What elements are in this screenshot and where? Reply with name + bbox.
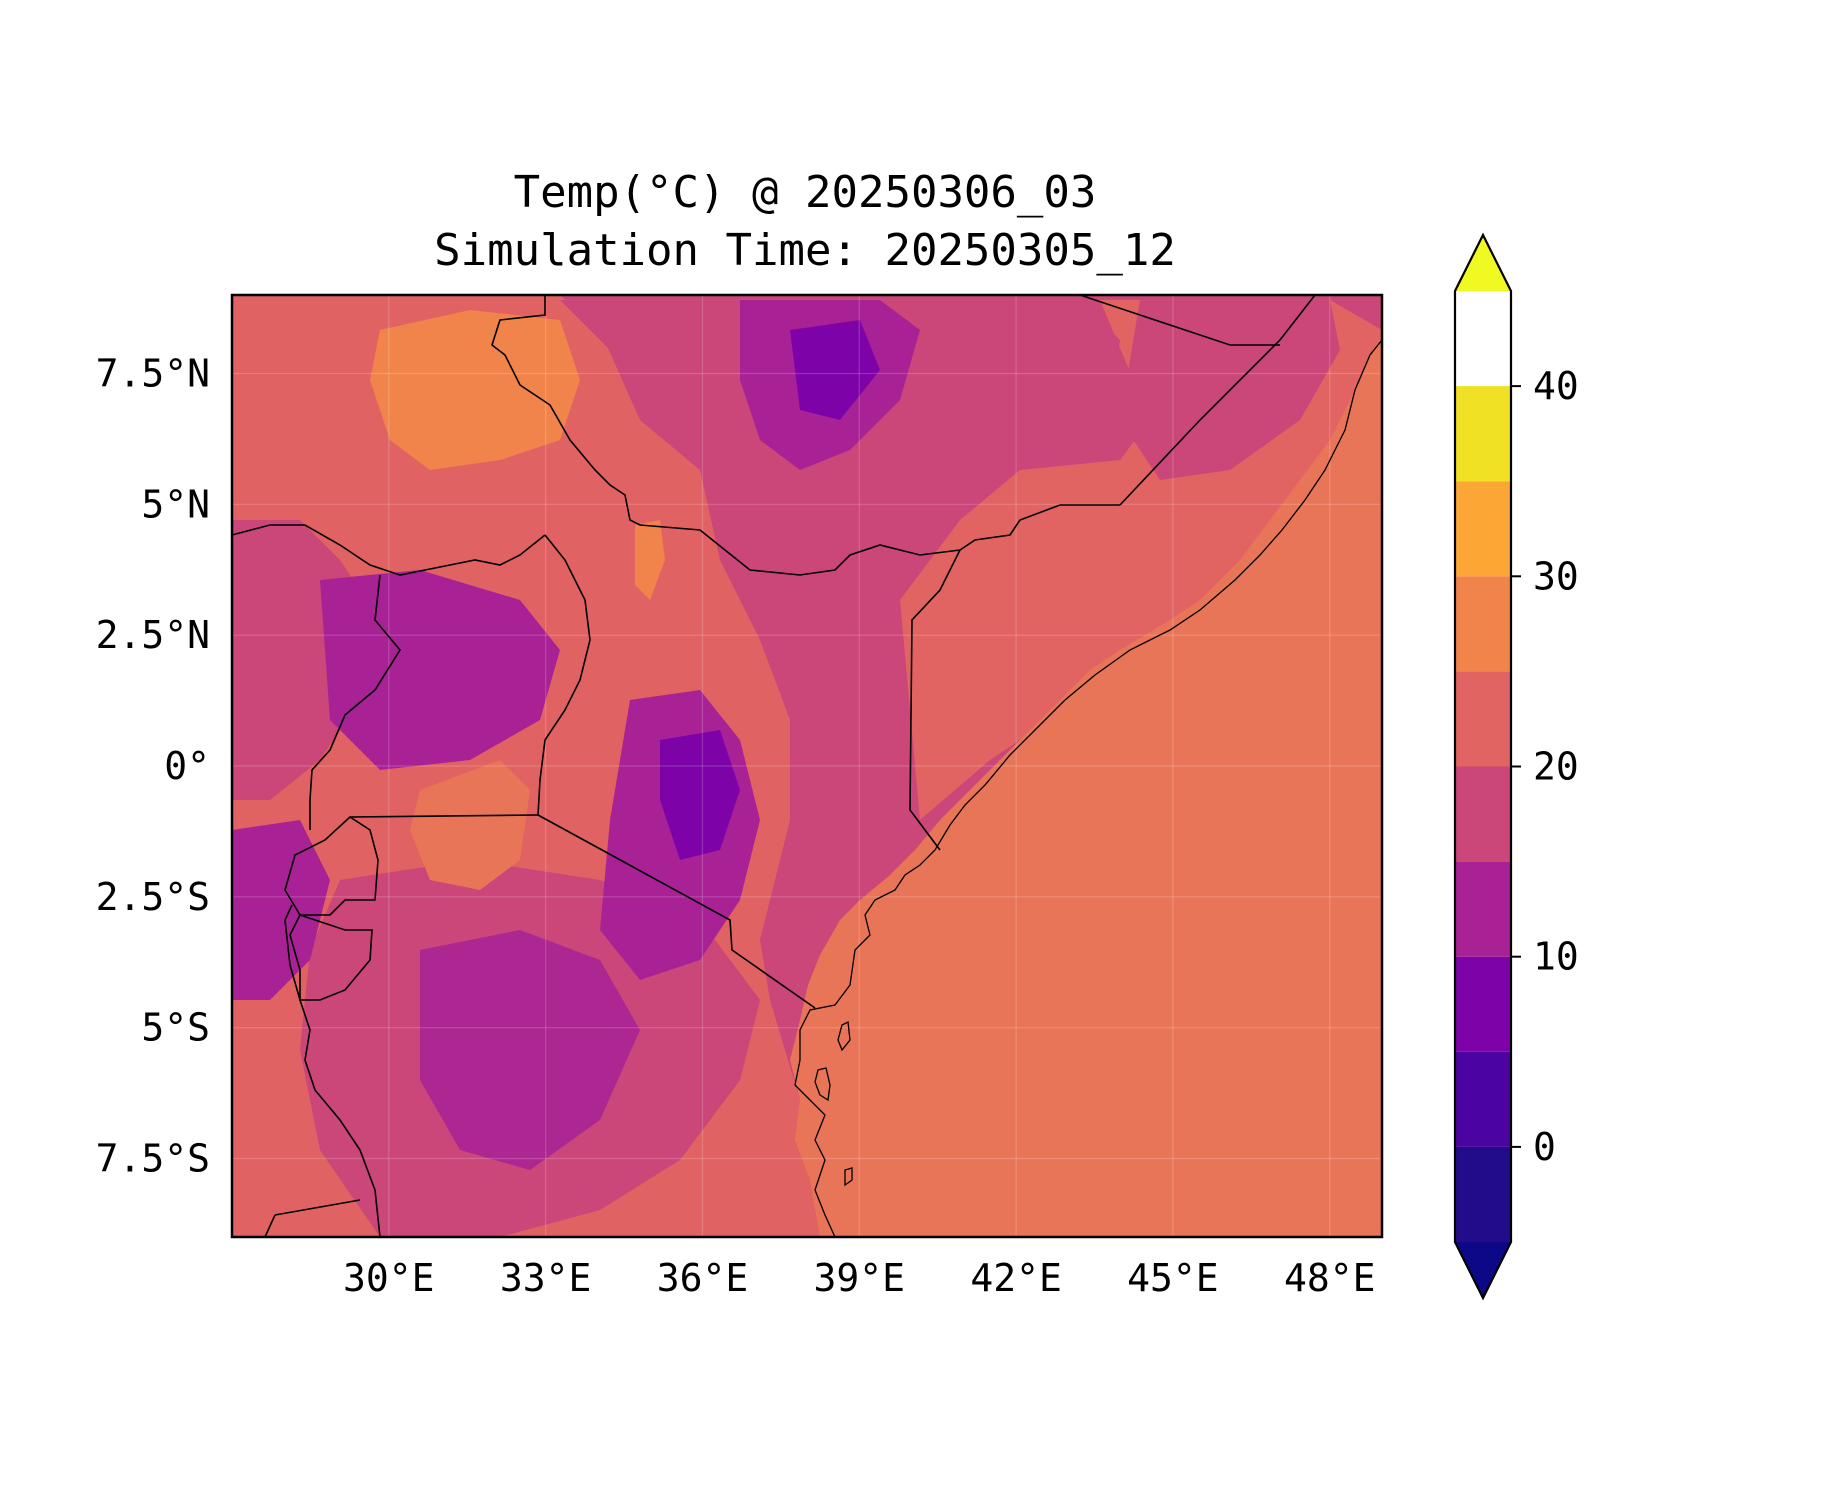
- cool-zone-west-b: [232, 820, 330, 1000]
- lat-tick-label: 5°S: [141, 1006, 210, 1050]
- lon-tick-label: 36°E: [657, 1256, 749, 1300]
- colorbar-tick-label: 30: [1533, 554, 1579, 598]
- lon-tick-label: 42°E: [970, 1256, 1062, 1300]
- hot-zone-lake-victoria: [410, 760, 530, 890]
- colorbar-over-arrow: [1455, 235, 1511, 291]
- border-rwanda: [284, 815, 379, 916]
- hot-zone-south-sudan: [370, 310, 580, 470]
- lon-tick-label: 30°E: [343, 1256, 435, 1300]
- colorbar: 0 10 20 30 40: [1453, 232, 1579, 1301]
- island-zanzibar: [814, 1067, 831, 1102]
- indian-ocean: [790, 340, 1382, 1237]
- border-kenya-somalia: [909, 549, 961, 851]
- border-ethiopia-somalia-north: [1079, 295, 1280, 346]
- cold-zone-kenya-high: [660, 730, 740, 860]
- lon-tick-label: 33°E: [500, 1256, 592, 1300]
- lat-tick-label: 2.5°N: [96, 613, 210, 657]
- colorbar-segment: [1455, 671, 1511, 767]
- map-frame: [230, 293, 1384, 1239]
- colorbar-segment: [1455, 861, 1511, 957]
- lat-tick-label: 2.5°S: [96, 875, 210, 919]
- border-uganda-drc: [309, 574, 401, 830]
- border-zambia-west: [264, 1214, 276, 1237]
- title-line-2: Simulation Time: 20250305_12: [434, 225, 1176, 276]
- colorbar-tick-label: 0: [1533, 1125, 1556, 1169]
- map-title: Temp(°C) @ 20250306_03 Simulation Time: …: [230, 164, 1380, 280]
- colorbar-under-arrow: [1455, 1242, 1511, 1298]
- colorbar-segment: [1455, 1146, 1511, 1242]
- colorbar-segment: [1455, 386, 1511, 482]
- longitude-axis: 30°E 33°E 36°E 39°E 42°E 45°E 48°E: [343, 1256, 1375, 1300]
- island-mafia: [844, 1167, 853, 1187]
- title-line-1: Temp(°C) @ 20250306_03: [513, 167, 1097, 218]
- lon-tick-label: 39°E: [814, 1256, 906, 1300]
- cool-zone-uganda: [320, 570, 560, 770]
- border-uganda-kenya: [537, 534, 591, 816]
- colorbar-segment: [1455, 1051, 1511, 1147]
- colorbar-segment: [1455, 481, 1511, 577]
- island-pemba: [837, 1021, 851, 1052]
- border-burundi: [289, 914, 373, 1001]
- coastline: [794, 339, 1382, 1237]
- border-zambia: [274, 1199, 361, 1216]
- lat-tick-label: 7.5°N: [96, 352, 210, 396]
- border-ethiopia-somalia: [1119, 295, 1316, 506]
- colorbar-segment: [1455, 766, 1511, 862]
- lat-tick-label: 5°N: [141, 482, 210, 526]
- country-borders: [232, 295, 1316, 1237]
- colorbar-segment: [1455, 576, 1511, 672]
- border-kenya-tanzania: [537, 814, 816, 1009]
- colorbar-tick-label: 20: [1533, 745, 1579, 789]
- lat-tick-label: 7.5°S: [96, 1137, 210, 1181]
- border-uganda-tanzania: [349, 814, 539, 818]
- border-south-sudan-uganda: [232, 524, 546, 576]
- border-south-sudan-ethiopia: [491, 295, 641, 526]
- lat-tick-label: 0°: [164, 744, 210, 788]
- colorbar-segment: [1455, 956, 1511, 1052]
- border-kenya-ethiopia: [639, 504, 1120, 576]
- graticule: [232, 295, 1382, 1237]
- border-tanzania-drc-lake: [284, 904, 381, 1237]
- temperature-map: [232, 295, 1382, 1237]
- colorbar-tick-label: 40: [1533, 364, 1579, 408]
- cold-zone-ethiopia-peak: [790, 320, 880, 420]
- hot-zone-lake-turkana: [635, 520, 665, 600]
- lon-tick-label: 45°E: [1127, 1256, 1219, 1300]
- latitude-axis: 7.5°N 5°N 2.5°N 0° 2.5°S 5°S 7.5°S: [96, 352, 210, 1181]
- colorbar-outline: [1453, 232, 1513, 1301]
- cool-zone-tz-center: [420, 930, 640, 1170]
- colorbar-tick-label: 10: [1533, 935, 1579, 979]
- lon-tick-label: 48°E: [1284, 1256, 1376, 1300]
